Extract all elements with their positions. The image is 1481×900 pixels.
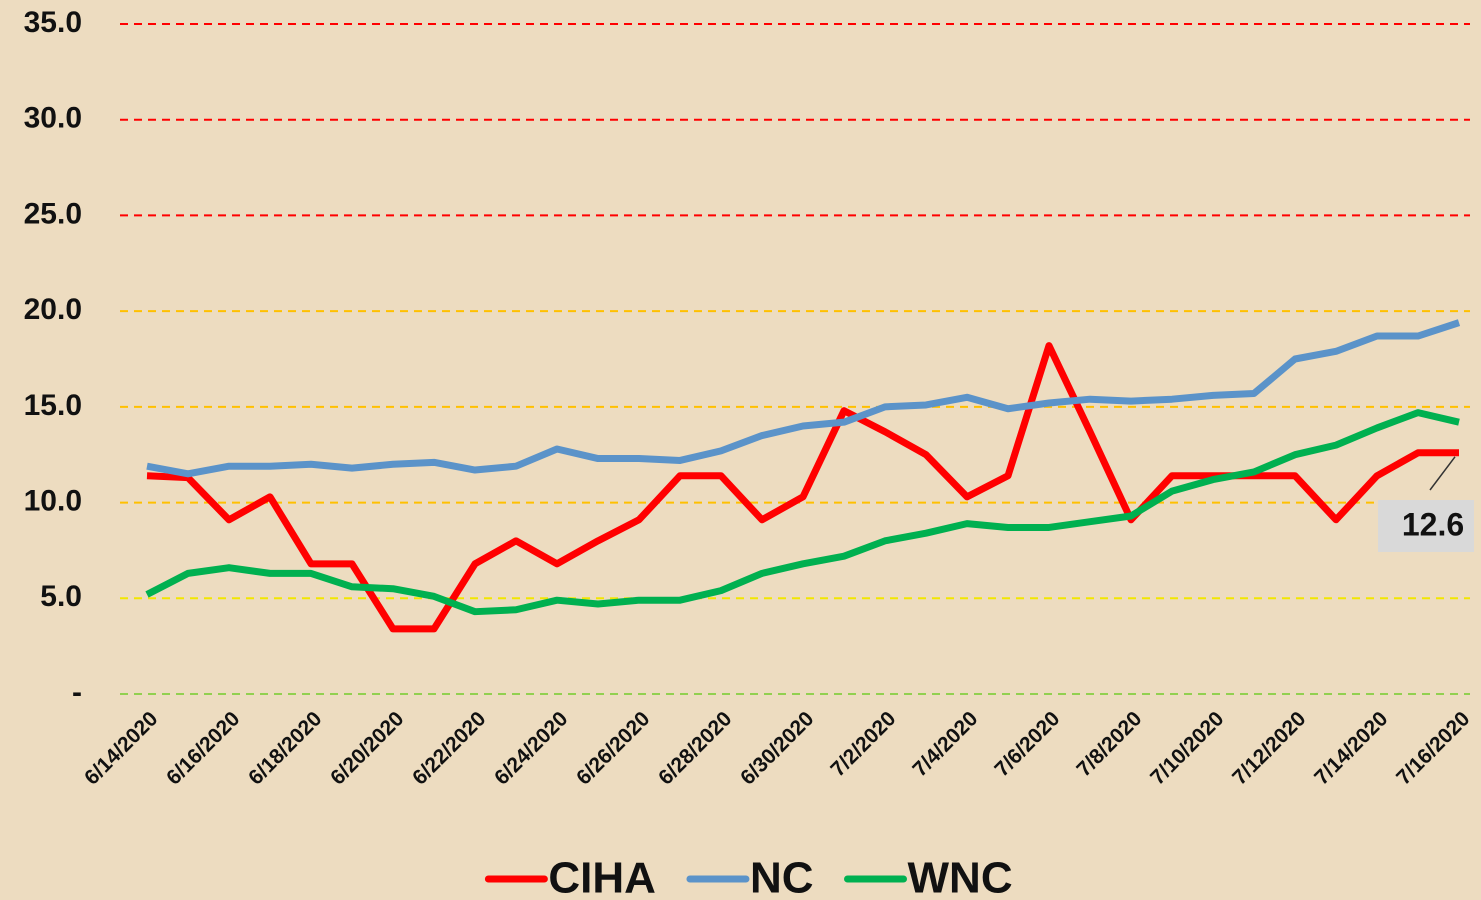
data-label: 12.6 (1402, 506, 1464, 542)
y-tick-label: 35.0 (24, 6, 82, 39)
legend-label: WNC (908, 854, 1013, 900)
x-tick-label: 6/24/2020 (490, 707, 572, 789)
x-tick-label: 7/4/2020 (908, 707, 982, 781)
y-tick-label: - (72, 676, 82, 709)
y-tick-label: 20.0 (24, 293, 82, 326)
x-tick-label: 6/22/2020 (408, 707, 490, 789)
label-box (1378, 500, 1474, 552)
x-tick-label: 6/20/2020 (326, 707, 408, 789)
x-tick-label: 6/18/2020 (244, 707, 326, 789)
legend-label: CIHA (548, 854, 656, 900)
y-tick-label: 25.0 (24, 197, 82, 230)
y-tick-label: 10.0 (24, 484, 82, 517)
x-tick-label: 7/12/2020 (1228, 707, 1310, 789)
x-tick-label: 7/16/2020 (1392, 707, 1474, 789)
x-tick-label: 7/2/2020 (826, 707, 900, 781)
series-line (145, 409, 1460, 616)
x-tick-label: 7/14/2020 (1310, 707, 1392, 789)
y-tick-label: 30.0 (24, 102, 82, 135)
x-tick-label: 7/8/2020 (1072, 707, 1146, 781)
x-tick-label: 6/30/2020 (736, 707, 818, 789)
x-tick-label: 6/26/2020 (572, 707, 654, 789)
series-line (146, 319, 1461, 478)
x-tick-label: 6/14/2020 (80, 707, 162, 789)
legend-label: NC (750, 854, 814, 900)
x-tick-label: 6/16/2020 (162, 707, 244, 789)
x-tick-label: 7/10/2020 (1146, 707, 1228, 789)
x-tick-label: 7/6/2020 (990, 707, 1064, 781)
y-tick-label: 15.0 (24, 389, 82, 422)
x-tick-label: 6/28/2020 (654, 707, 736, 789)
legend: CIHA NC WNC (484, 854, 1013, 900)
label-leader (1429, 456, 1456, 491)
y-tick-label: 5.0 (40, 580, 82, 613)
